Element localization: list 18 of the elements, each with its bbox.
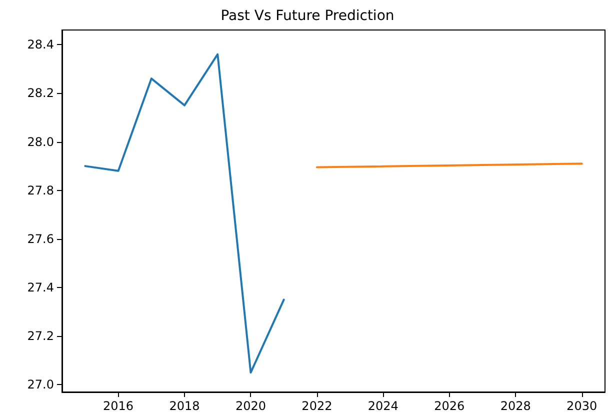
- y-tick-label: 27.6: [27, 232, 54, 246]
- y-tick-label: 28.4: [27, 38, 54, 52]
- x-tick-label: 2020: [235, 399, 266, 413]
- y-tick-label: 27.0: [27, 378, 54, 392]
- x-tick-label: 2028: [500, 399, 531, 413]
- y-tick-label: 28.0: [27, 134, 54, 149]
- x-tick-label: 2026: [434, 399, 465, 413]
- y-tick-label: 28.2: [27, 86, 54, 100]
- x-tick-label: 2024: [368, 399, 398, 413]
- x-tick-label: 2030: [566, 399, 598, 413]
- y-tick-label: 27.4: [27, 280, 54, 295]
- x-tick-label: 2016: [103, 399, 134, 413]
- chart-title: Past Vs Future Prediction: [220, 8, 394, 24]
- x-tick-label: 2022: [302, 399, 332, 413]
- line-series: [84, 53, 285, 374]
- y-tick-label: 27.2: [27, 329, 54, 344]
- y-tick-label: 27.8: [27, 183, 54, 198]
- x-tick-label: 2018: [169, 399, 200, 413]
